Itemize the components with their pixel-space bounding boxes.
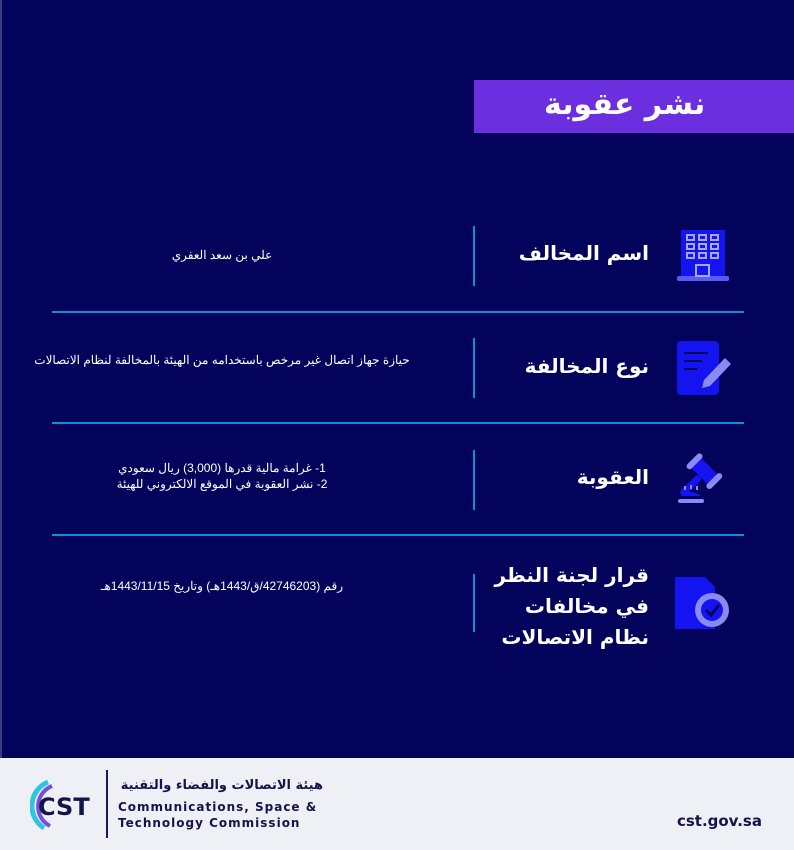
committee-decision-label: قرار لجنة النظر في مخالفات نظام الاتصالا… — [494, 563, 649, 649]
penalty-value: 1- غرامة مالية قدرها (3,000) ريال سعودي … — [22, 460, 422, 492]
certified-document-icon — [675, 575, 731, 631]
penalty-notice: نشر عقوبة اسم المخالف علي بن سعد العفري … — [0, 0, 794, 758]
page-title: نشر عقوبة — [474, 80, 794, 133]
footer-separator — [106, 770, 108, 838]
violator-name-value: علي بن سعد العفري — [171, 248, 273, 262]
row-divider — [52, 311, 744, 313]
penalty-label: العقوبة — [576, 465, 649, 489]
cst-logo: CST — [29, 776, 100, 836]
row-divider — [52, 534, 744, 536]
building-icon — [675, 228, 731, 284]
gavel-icon — [675, 452, 731, 508]
vertical-divider — [473, 338, 475, 398]
penalty-line-2: 2- نشر العقوبة في الموقع الالكتروني للهي… — [116, 477, 328, 491]
row-divider — [52, 422, 744, 424]
vertical-divider — [473, 226, 475, 286]
vertical-divider — [473, 574, 475, 632]
penalty-line-1: 1- غرامة مالية قدرها (3,000) ريال سعودي — [118, 461, 326, 475]
website-link[interactable]: cst.gov.sa — [676, 812, 762, 830]
footer: CST هيئة الاتصالات والفضاء والتقنية Comm… — [0, 758, 794, 850]
vertical-divider — [473, 450, 475, 510]
committee-decision-value: رقم (42746203/ق/1443هـ) وتاريخ 1443/11/1… — [100, 579, 344, 593]
violation-type-value: حيازة جهاز اتصال غير مرخص باستخدامه من ا… — [34, 353, 410, 367]
org-name-ar: هيئة الاتصالات والفضاء والتقنية — [120, 778, 323, 793]
violator-name-label: اسم المخالف — [518, 241, 649, 265]
violation-type-label: نوع المخالفة — [524, 354, 649, 378]
org-name-en-2: Technology Commission — [118, 816, 301, 830]
document-edit-icon — [675, 340, 731, 396]
org-name-en-1: Communications, Space & — [118, 800, 318, 814]
